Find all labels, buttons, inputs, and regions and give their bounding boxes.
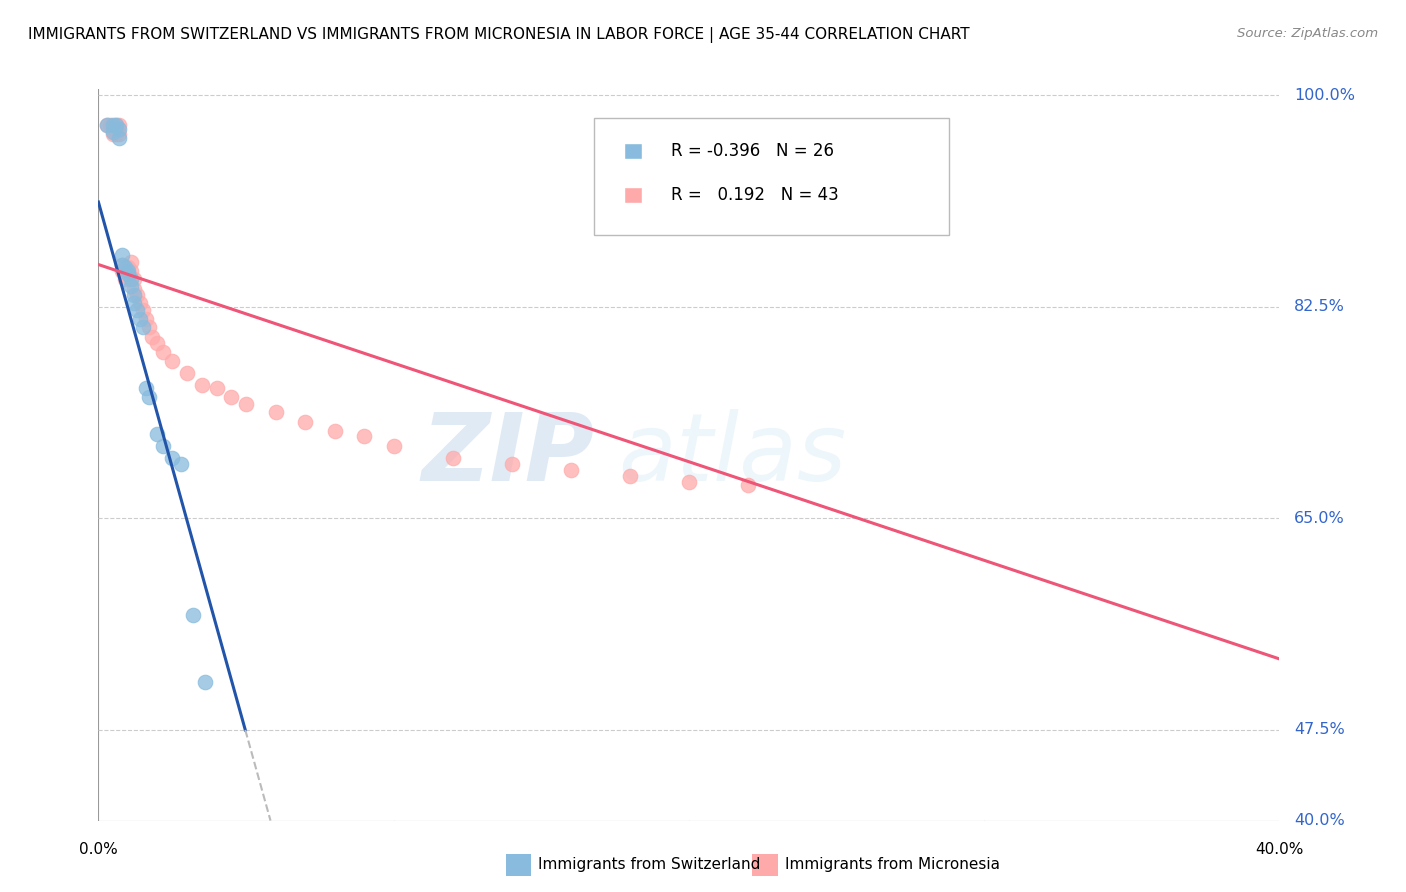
Point [96,119,118,133]
Point [108,119,131,133]
Point [132,320,155,334]
Point [135,312,157,326]
Text: IMMIGRANTS FROM SWITZERLAND VS IMMIGRANTS FROM MICRONESIA IN LABOR FORCE | AGE 3: IMMIGRANTS FROM SWITZERLAND VS IMMIGRANT… [28,27,970,43]
Point [111,258,134,272]
Text: Immigrants from Switzerland: Immigrants from Switzerland [538,857,761,871]
Point [181,608,204,623]
Point [105,119,128,133]
Point [382,439,405,453]
Text: 100.0%: 100.0% [1294,87,1355,103]
Point [135,381,157,395]
Text: R = -0.396   N = 26: R = -0.396 N = 26 [671,143,834,161]
Point [194,674,217,689]
Point [128,296,150,310]
Point [264,405,287,419]
Point [120,255,142,269]
Text: 82.5%: 82.5% [1294,300,1346,314]
Text: 40.0%: 40.0% [1256,842,1303,857]
Point [152,344,174,359]
Point [120,279,142,293]
Point [108,130,131,145]
Point [105,127,128,141]
Point [128,312,150,326]
FancyBboxPatch shape [595,119,949,235]
Point [117,260,139,274]
Point [176,367,198,381]
Point [108,122,131,136]
Point [205,381,228,395]
Text: Source: ZipAtlas.com: Source: ZipAtlas.com [1237,27,1378,40]
Point [108,127,131,141]
Point [560,463,582,477]
Point [103,119,125,133]
Point [103,127,125,141]
Point [103,124,125,138]
Point [191,378,214,392]
Point [323,425,346,439]
Point [122,287,145,301]
Point [111,248,134,262]
Point [796,122,818,136]
Point [132,303,155,318]
Point [353,429,375,443]
Text: 0.0%: 0.0% [79,842,118,857]
Point [219,391,242,405]
Point [162,354,183,368]
Point [619,469,641,483]
Text: Immigrants from Micronesia: Immigrants from Micronesia [785,857,1000,871]
Point [117,272,139,286]
Point [114,260,136,274]
Text: atlas: atlas [619,409,846,500]
Point [737,477,759,491]
Point [501,457,523,471]
Point [125,303,148,318]
Point [141,330,163,344]
Point [103,122,125,136]
Point [98,119,121,133]
Point [120,272,142,286]
Text: R =   0.192   N = 43: R = 0.192 N = 43 [671,186,839,204]
Point [111,263,134,277]
Bar [624,144,643,160]
Point [235,396,257,410]
Text: 65.0%: 65.0% [1294,511,1346,526]
Point [138,391,160,405]
Point [678,475,700,489]
Point [114,272,136,286]
Point [122,282,145,296]
Point [117,267,139,281]
Point [146,426,169,441]
Point [294,415,316,429]
Point [96,119,118,133]
Text: 40.0%: 40.0% [1294,814,1346,828]
Point [152,439,174,453]
Point [162,450,183,465]
Point [120,263,142,277]
Text: 47.5%: 47.5% [1294,723,1346,738]
Bar [624,187,643,203]
Point [170,457,193,471]
Point [125,287,148,301]
Point [122,272,145,286]
Point [138,320,160,334]
Point [111,258,134,272]
Point [441,450,464,465]
Text: ZIP: ZIP [422,409,595,501]
Point [146,336,169,351]
Point [117,263,139,277]
Point [105,119,128,133]
Point [122,296,145,310]
